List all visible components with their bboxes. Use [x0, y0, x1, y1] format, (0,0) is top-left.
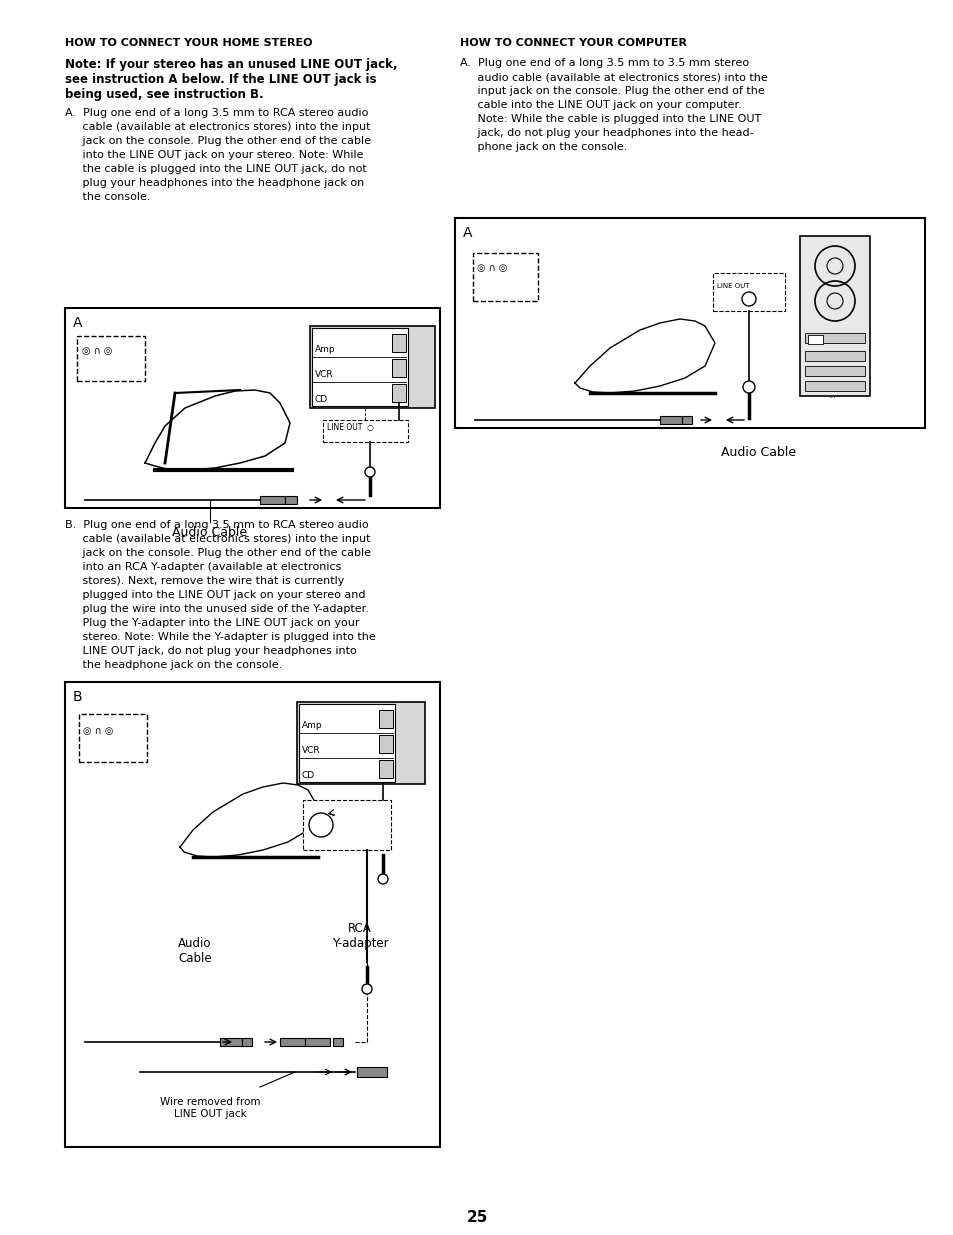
Bar	[280, 1037, 305, 1046]
Bar	[323, 420, 408, 442]
Text: A.  Plug one end of a long 3.5 mm to RCA stereo audio: A. Plug one end of a long 3.5 mm to RCA …	[65, 107, 368, 119]
Bar	[392, 384, 406, 403]
Text: cable (available at electronics stores) into the input: cable (available at electronics stores) …	[65, 534, 370, 543]
Text: stores). Next, remove the wire that is currently: stores). Next, remove the wire that is c…	[65, 576, 344, 585]
Circle shape	[742, 382, 754, 393]
Text: the headphone jack on the console.: the headphone jack on the console.	[65, 659, 282, 671]
Text: Audio
Cable: Audio Cable	[178, 937, 212, 965]
Text: into the LINE OUT jack on your stereo. Note: While: into the LINE OUT jack on your stereo. N…	[65, 149, 363, 161]
Text: VCR: VCR	[314, 370, 334, 379]
Text: stereo. Note: While the Y-adapter is plugged into the: stereo. Note: While the Y-adapter is plu…	[65, 632, 375, 642]
Bar	[310, 326, 435, 408]
Text: RCA
Y-adapter: RCA Y-adapter	[332, 923, 388, 950]
Text: phone jack on the console.: phone jack on the console.	[459, 142, 627, 152]
Bar	[356, 1067, 387, 1077]
Text: Audio Cable: Audio Cable	[172, 526, 247, 538]
Circle shape	[361, 984, 372, 994]
Text: jack on the console. Plug the other end of the cable: jack on the console. Plug the other end …	[65, 136, 371, 146]
Text: plug your headphones into the headphone jack on: plug your headphones into the headphone …	[65, 178, 364, 188]
Text: ◎ ∩ ◎: ◎ ∩ ◎	[476, 263, 507, 273]
Bar	[378, 710, 393, 727]
Text: 25: 25	[466, 1210, 487, 1225]
Bar	[65, 682, 439, 1147]
Text: A: A	[462, 226, 472, 240]
Bar	[681, 416, 691, 424]
Circle shape	[377, 874, 388, 884]
Text: LINE OUT  ○: LINE OUT ○	[327, 424, 374, 432]
Text: Amp: Amp	[302, 721, 322, 730]
Bar	[804, 366, 864, 375]
Text: ◎ ∩ ◎: ◎ ∩ ◎	[83, 726, 113, 736]
Text: Plug the Y-adapter into the LINE OUT jack on your: Plug the Y-adapter into the LINE OUT jac…	[65, 618, 359, 629]
Bar	[378, 760, 393, 778]
Bar	[260, 496, 285, 504]
Bar	[392, 333, 406, 352]
Bar	[659, 416, 681, 424]
Bar	[712, 273, 784, 311]
Text: plugged into the LINE OUT jack on your stereo and: plugged into the LINE OUT jack on your s…	[65, 590, 365, 600]
Bar	[378, 735, 393, 753]
Bar	[455, 219, 924, 429]
Text: audio cable (available at electronics stores) into the: audio cable (available at electronics st…	[459, 72, 767, 82]
Text: plug the wire into the unused side of the Y-adapter.: plug the wire into the unused side of th…	[65, 604, 369, 614]
Bar	[312, 329, 408, 406]
Bar	[65, 308, 439, 508]
Bar	[804, 382, 864, 391]
Bar	[305, 1037, 330, 1046]
Text: being used, see instruction B.: being used, see instruction B.	[65, 88, 263, 101]
Text: A.  Plug one end of a long 3.5 mm to 3.5 mm stereo: A. Plug one end of a long 3.5 mm to 3.5 …	[459, 58, 748, 68]
Bar	[800, 236, 869, 396]
Text: Note: If your stereo has an unused LINE OUT jack,: Note: If your stereo has an unused LINE …	[65, 58, 397, 70]
Bar	[298, 704, 395, 782]
Bar	[242, 1037, 252, 1046]
Bar	[333, 1037, 343, 1046]
Text: HOW TO CONNECT YOUR COMPUTER: HOW TO CONNECT YOUR COMPUTER	[459, 38, 686, 48]
Bar	[303, 800, 391, 850]
Bar	[804, 333, 864, 343]
Bar	[220, 1037, 242, 1046]
Text: jack, do not plug your headphones into the head-: jack, do not plug your headphones into t…	[459, 128, 753, 138]
Text: HOW TO CONNECT YOUR HOME STEREO: HOW TO CONNECT YOUR HOME STEREO	[65, 38, 313, 48]
Bar	[807, 335, 822, 345]
Bar	[79, 714, 147, 762]
Text: the console.: the console.	[65, 191, 151, 203]
Bar	[392, 359, 406, 377]
Text: Wire removed from
LINE OUT jack: Wire removed from LINE OUT jack	[159, 1097, 260, 1119]
Bar	[285, 496, 296, 504]
Text: B.  Plug one end of a long 3.5 mm to RCA stereo audio: B. Plug one end of a long 3.5 mm to RCA …	[65, 520, 368, 530]
Text: ◎ ∩ ◎: ◎ ∩ ◎	[82, 346, 112, 356]
Text: jack on the console. Plug the other end of the cable: jack on the console. Plug the other end …	[65, 548, 371, 558]
Text: cable into the LINE OUT jack on your computer.: cable into the LINE OUT jack on your com…	[459, 100, 741, 110]
Text: input jack on the console. Plug the other end of the: input jack on the console. Plug the othe…	[459, 86, 764, 96]
Bar	[473, 253, 537, 301]
Text: LINE OUT jack, do not plug your headphones into: LINE OUT jack, do not plug your headphon…	[65, 646, 356, 656]
Text: LINE OUT: LINE OUT	[717, 283, 749, 289]
Text: CD: CD	[302, 771, 314, 781]
Text: see instruction A below. If the LINE OUT jack is: see instruction A below. If the LINE OUT…	[65, 73, 376, 86]
Text: Audio Cable: Audio Cable	[720, 446, 796, 459]
Text: A: A	[73, 316, 82, 330]
Text: ...: ...	[827, 391, 835, 400]
Text: VCR: VCR	[302, 746, 320, 755]
Text: Amp: Amp	[314, 345, 335, 354]
Circle shape	[365, 467, 375, 477]
Text: cable (available at electronics stores) into the input: cable (available at electronics stores) …	[65, 122, 370, 132]
Text: CD: CD	[314, 395, 328, 404]
Text: Note: While the cable is plugged into the LINE OUT: Note: While the cable is plugged into th…	[459, 114, 760, 124]
Bar	[296, 701, 424, 784]
Text: B: B	[73, 690, 83, 704]
Text: the cable is plugged into the LINE OUT jack, do not: the cable is plugged into the LINE OUT j…	[65, 164, 366, 174]
Bar	[804, 351, 864, 361]
Bar	[77, 336, 145, 382]
Text: into an RCA Y-adapter (available at electronics: into an RCA Y-adapter (available at elec…	[65, 562, 341, 572]
